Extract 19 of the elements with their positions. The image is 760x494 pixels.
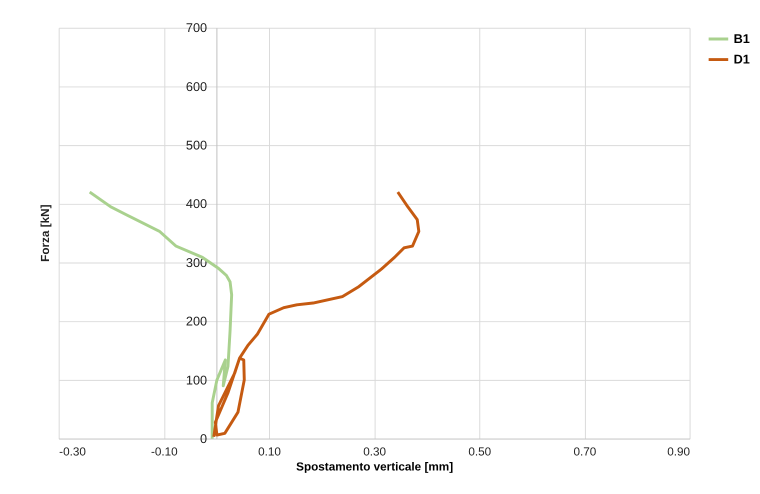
x-tick-label: 0.50: [468, 446, 492, 459]
legend-label: B1: [734, 30, 750, 46]
x-tick-label: 0.90: [667, 446, 691, 459]
y-tick-label: 700: [186, 20, 208, 36]
y-tick-label: 100: [186, 372, 208, 388]
y-tick-label: 600: [186, 78, 208, 94]
y-tick-label: 200: [186, 314, 208, 329]
y-tick-label: 500: [186, 138, 208, 153]
line-series: [212, 190, 420, 438]
x-tick-label: -0.30: [59, 446, 86, 459]
x-tick-label: -0.10: [150, 446, 178, 459]
x-tick-label: 0.70: [574, 446, 597, 459]
x-tick-label: 0.30: [363, 446, 387, 459]
x-axis-title: Spostamento verticale [mm]: [296, 460, 454, 474]
y-tick-label: 0: [200, 430, 208, 446]
y-axis-title: Forza [kN]: [38, 204, 52, 262]
x-tick-label: 0.10: [258, 446, 282, 459]
legend-label: D1: [734, 51, 750, 66]
y-tick-label: 400: [186, 196, 208, 212]
